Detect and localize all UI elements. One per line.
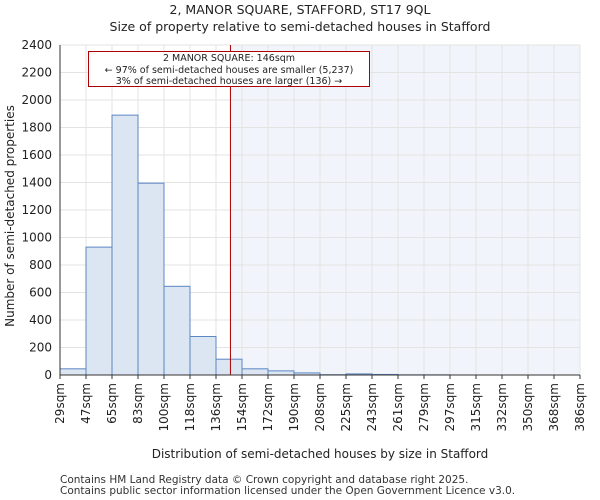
- x-tick-label: 118sqm: [183, 383, 197, 431]
- annotation-line-1: 2 MANOR SQUARE: 146sqm: [162, 53, 296, 64]
- x-tick-label: 350sqm: [521, 383, 535, 431]
- chart-subtitle: Size of property relative to semi-detach…: [109, 19, 491, 34]
- y-tick-label: 200: [29, 341, 52, 355]
- histogram-bar: [215, 358, 243, 376]
- x-tick-label: 190sqm: [287, 383, 301, 431]
- histogram-bar: [137, 182, 165, 376]
- histogram-bar: [163, 285, 191, 376]
- histogram-bar: [111, 114, 139, 376]
- y-tick-label: 1600: [21, 148, 52, 162]
- y-tick-label: 1800: [21, 121, 52, 135]
- footer-copyright: Contains HM Land Registry data © Crown c…: [60, 474, 469, 486]
- y-tick-label: 0: [44, 368, 52, 382]
- x-tick-label: 100sqm: [157, 383, 171, 431]
- chart-title: 2, MANOR SQUARE, STAFFORD, ST17 9QL: [169, 2, 431, 17]
- x-tick-label: 368sqm: [547, 383, 561, 431]
- x-tick-label: 243sqm: [365, 383, 379, 431]
- y-tick-label: 2000: [21, 93, 52, 107]
- x-tick-label: 279sqm: [417, 383, 431, 431]
- y-tick-label: 1400: [21, 176, 52, 190]
- x-tick-label: 154sqm: [235, 383, 249, 431]
- x-tick-label: 65sqm: [105, 383, 119, 424]
- property-annotation-box: 2 MANOR SQUARE: 146sqm ← 97% of semi-det…: [88, 51, 370, 87]
- x-tick-label: 297sqm: [443, 383, 457, 431]
- histogram-chart: 0 200 400 600 800 1000 1200 1400 1600 1800 2000 220…: [3, 38, 587, 461]
- y-tick-label: 400: [29, 313, 52, 327]
- x-tick-label: 136sqm: [209, 383, 223, 431]
- annotation-line-2: ← 97% of semi-detached houses are smalle…: [104, 64, 354, 76]
- x-tick-label: 332sqm: [495, 383, 509, 431]
- y-axis-label: Number of semi-detached properties: [3, 105, 17, 327]
- histogram-bar: [59, 368, 87, 376]
- y-tick-label: 2400: [21, 38, 52, 52]
- x-tick-label: 386sqm: [573, 383, 587, 431]
- y-tick-label: 1000: [21, 231, 52, 245]
- y-tick-label: 600: [29, 286, 52, 300]
- x-tick-label: 261sqm: [391, 383, 405, 431]
- y-tick-label: 1200: [21, 203, 52, 217]
- x-tick-label: 172sqm: [261, 383, 275, 431]
- histogram-bar: [241, 368, 269, 376]
- y-tick-label: 800: [29, 258, 52, 272]
- x-tick-label: 208sqm: [313, 383, 327, 431]
- x-tick-label: 315sqm: [469, 383, 483, 431]
- y-tick-label: 2200: [21, 66, 52, 80]
- histogram-bar: [189, 336, 217, 376]
- x-tick-label: 83sqm: [131, 383, 145, 424]
- x-tick-label: 225sqm: [339, 383, 353, 431]
- histogram-bar: [85, 246, 113, 376]
- histogram-bar: [267, 370, 295, 376]
- x-axis-label: Distribution of semi-detached houses by …: [152, 447, 489, 461]
- footer-licence: Contains public sector information licen…: [60, 485, 516, 497]
- x-tick-label: 29sqm: [53, 383, 67, 424]
- x-tick-label: 47sqm: [79, 383, 93, 424]
- annotation-line-3: 3% of semi-detached houses are larger (1…: [115, 76, 343, 87]
